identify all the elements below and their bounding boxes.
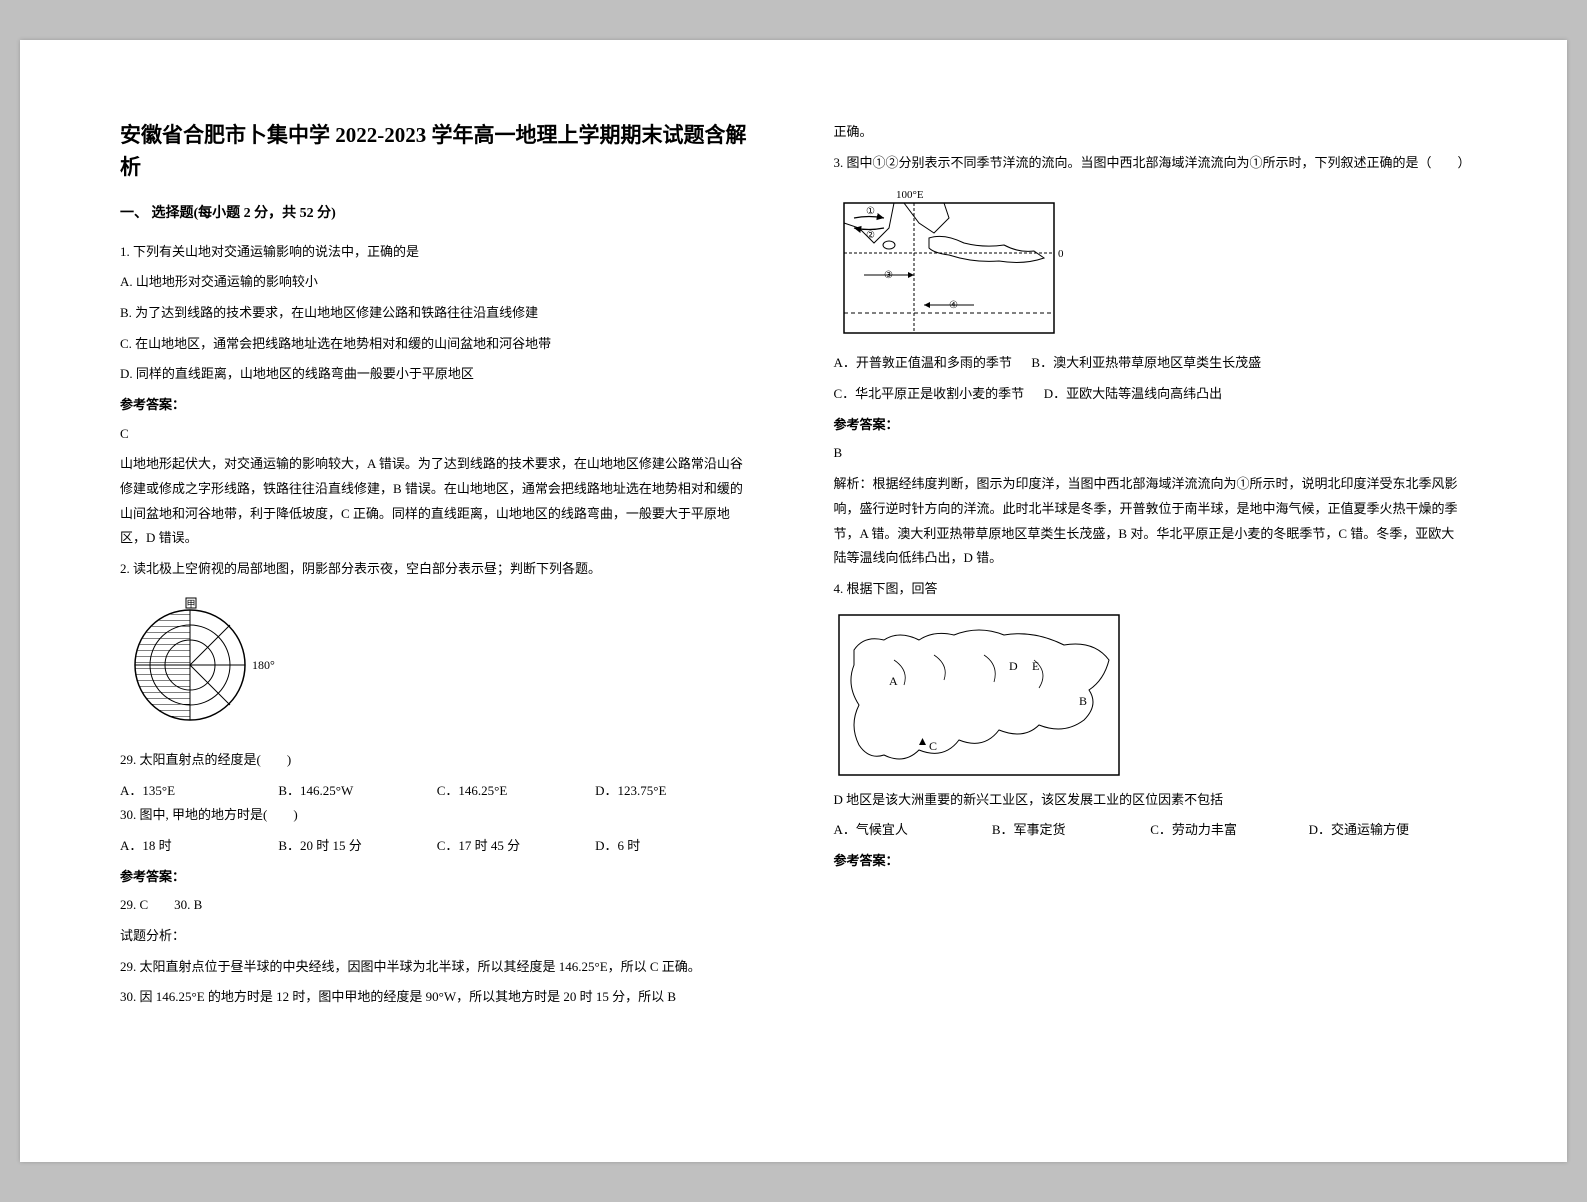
q2-answers: 29. C 30. B xyxy=(120,893,754,918)
q4-B: B xyxy=(1079,694,1087,708)
q4-answer-label: 参考答案： xyxy=(834,849,1468,874)
q1-optA: A. 山地地形对交通运输的影响较小 xyxy=(120,270,754,295)
q4-optC: C．劳动力丰富 xyxy=(1150,818,1308,843)
q4-figure: A B C D E xyxy=(834,610,1468,780)
q4-A: A xyxy=(889,674,898,688)
q2-sub29: 29. 太阳直射点的经度是( ) xyxy=(120,748,754,773)
page-title: 安徽省合肥市卜集中学 2022-2023 学年高一地理上学期期末试题含解析 xyxy=(120,120,754,183)
q3-figure: 100°E 0° ① ② ③ ④ xyxy=(834,183,1468,343)
q3-optA: A．开普敦正值温和多雨的季节 xyxy=(834,355,1012,370)
q2-explain29: 29. 太阳直射点位于昼半球的中央经线，因图中半球为北半球，所以其经度是 146… xyxy=(120,955,754,980)
left-column: 安徽省合肥市卜集中学 2022-2023 学年高一地理上学期期末试题含解析 一、… xyxy=(120,120,754,1102)
q2-sub30-options: A．18 时 B．20 时 15 分 C．17 时 45 分 D．6 时 xyxy=(120,834,754,859)
q3-optD: D．亚欧大陆等温线向高纬凸出 xyxy=(1044,386,1222,401)
q2-30-B: B．20 时 15 分 xyxy=(278,834,436,859)
q4-stem: 4. 根据下图，回答 xyxy=(834,577,1468,602)
q3-optB: B．澳大利亚热带草原地区草类生长茂盛 xyxy=(1031,355,1261,370)
q4-sub: D 地区是该大洲重要的新兴工业区，该区发展工业的区位因素不包括 xyxy=(834,788,1468,813)
q1-optC: C. 在山地地区，通常会把线路地址选在地势相对和缓的山间盆地和河谷地带 xyxy=(120,332,754,357)
q1-optD: D. 同样的直线距离，山地地区的线路弯曲一般要小于平原地区 xyxy=(120,362,754,387)
q2-explain30: 30. 因 146.25°E 的地方时是 12 时，图中甲地的经度是 90°W，… xyxy=(120,985,754,1010)
q2-29-A: A．135°E xyxy=(120,779,278,804)
q3-optC: C．华北平原正是收割小麦的季节 xyxy=(834,386,1025,401)
right-column: 正确。 3. 图中①②分别表示不同季节洋流的流向。当图中西北部海域洋流流向为①所… xyxy=(834,120,1468,1102)
q2-continue: 正确。 xyxy=(834,120,1468,145)
q1-answer-label: 参考答案： xyxy=(120,393,754,418)
q2-sub30: 30. 图中, 甲地的地方时是( ) xyxy=(120,803,754,828)
q4-C: C xyxy=(929,739,937,753)
q1-stem: 1. 下列有关山地对交通运输影响的说法中，正确的是 xyxy=(120,240,754,265)
q2-30-D: D．6 时 xyxy=(595,834,753,859)
q3-optCD: C．华北平原正是收割小麦的季节 D．亚欧大陆等温线向高纬凸出 xyxy=(834,382,1468,407)
q1-answer: C xyxy=(120,422,754,447)
q3-explain: 解析：根据经纬度判断，图示为印度洋，当图中西北部海域洋流流向为①所示时，说明北印… xyxy=(834,472,1468,571)
exam-page: 安徽省合肥市卜集中学 2022-2023 学年高一地理上学期期末试题含解析 一、… xyxy=(20,40,1567,1162)
q4-optA: A．气候宜人 xyxy=(834,818,992,843)
q3-optAB: A．开普敦正值温和多雨的季节 B．澳大利亚热带草原地区草类生长茂盛 xyxy=(834,351,1468,376)
q4-optD: D．交通运输方便 xyxy=(1309,818,1467,843)
q3-m2: ② xyxy=(866,230,875,241)
q2-30-C: C．17 时 45 分 xyxy=(437,834,595,859)
section-heading: 一、 选择题(每小题 2 分，共 52 分) xyxy=(120,201,754,228)
q3-lon-label: 100°E xyxy=(896,189,924,201)
q2-answer-label: 参考答案： xyxy=(120,865,754,890)
q1-explain: 山地地形起伏大，对交通运输的影响较大，A 错误。为了达到线路的技术要求，在山地地… xyxy=(120,452,754,551)
q3-lat-label: 0° xyxy=(1058,248,1064,260)
q4-D: D xyxy=(1009,659,1018,673)
q3-stem: 3. 图中①②分别表示不同季节洋流的流向。当图中西北部海域洋流流向为①所示时，下… xyxy=(834,151,1468,176)
polar-view-diagram: 甲 180° xyxy=(120,590,320,740)
q3-answer: B xyxy=(834,441,1468,466)
europe-map-diagram: A B C D E xyxy=(834,610,1124,780)
q3-m1: ① xyxy=(866,206,875,217)
label-jia: 甲 xyxy=(186,599,195,609)
label-180: 180° xyxy=(252,658,275,672)
q2-anal-label: 试题分析： xyxy=(120,924,754,949)
q3-answer-label: 参考答案： xyxy=(834,413,1468,438)
q4-options: A．气候宜人 B．军事定货 C．劳动力丰富 D．交通运输方便 xyxy=(834,818,1468,843)
q2-stem: 2. 读北极上空俯视的局部地图，阴影部分表示夜，空白部分表示昼；判断下列各题。 xyxy=(120,557,754,582)
q4-optB: B．军事定货 xyxy=(992,818,1150,843)
q2-29-B: B．146.25°W xyxy=(278,779,436,804)
indian-ocean-diagram: 100°E 0° ① ② ③ ④ xyxy=(834,183,1064,343)
q2-sub29-options: A．135°E B．146.25°W C．146.25°E D．123.75°E xyxy=(120,779,754,804)
q2-29-D: D．123.75°E xyxy=(595,779,753,804)
q1-optB: B. 为了达到线路的技术要求，在山地地区修建公路和铁路往往沿直线修建 xyxy=(120,301,754,326)
q2-figure: 甲 180° xyxy=(120,590,754,740)
q4-E: E xyxy=(1032,659,1039,673)
q2-30-A: A．18 时 xyxy=(120,834,278,859)
q2-29-C: C．146.25°E xyxy=(437,779,595,804)
